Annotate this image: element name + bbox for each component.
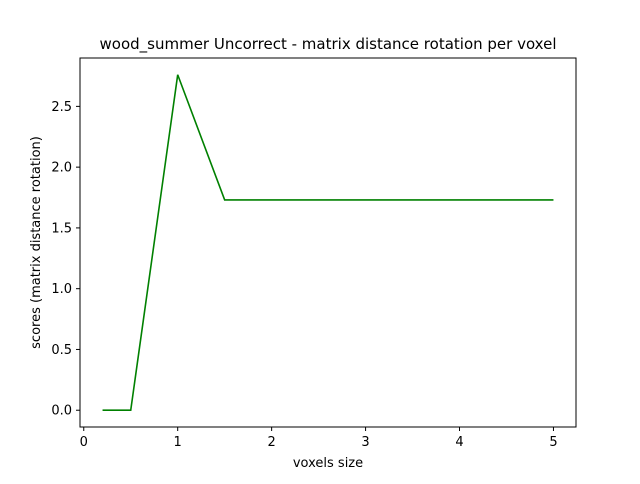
data-point <box>365 199 367 201</box>
x-tick-label: 2 <box>267 435 275 450</box>
chart-title: wood_summer Uncorrect - matrix distance … <box>100 35 557 54</box>
x-tick-label: 5 <box>549 435 557 450</box>
data-point <box>412 199 414 201</box>
x-tick-label: 0 <box>80 435 88 450</box>
y-tick-label: 0.5 <box>51 343 72 358</box>
x-axis-label: voxels size <box>293 456 363 471</box>
data-point <box>459 199 461 201</box>
plot-frame <box>79 57 577 428</box>
y-axis-label: scores (matrix distance rotation) <box>29 136 44 349</box>
y-tick-label: 2.0 <box>51 161 72 176</box>
series-layer <box>102 74 555 412</box>
data-point <box>506 199 508 201</box>
y-tick-label: 1.5 <box>51 221 72 236</box>
data-point <box>271 199 273 201</box>
series-line-0 <box>102 74 554 412</box>
data-point <box>224 199 226 201</box>
x-tick-label: 4 <box>455 435 463 450</box>
data-point <box>177 74 179 76</box>
y-tick-label: 1.0 <box>51 282 72 297</box>
x-tick-label: 3 <box>361 435 369 450</box>
x-tick-label: 1 <box>174 435 182 450</box>
y-tick-label: 0.0 <box>51 404 72 419</box>
data-point <box>318 199 320 201</box>
data-point <box>553 199 555 201</box>
data-point <box>102 409 104 411</box>
ticks-layer: 0 1 2 3 4 5 0.0 0.5 1.0 1.5 2.0 2.5 <box>51 100 557 450</box>
y-tick-label: 2.5 <box>51 100 72 115</box>
data-point <box>130 409 132 411</box>
